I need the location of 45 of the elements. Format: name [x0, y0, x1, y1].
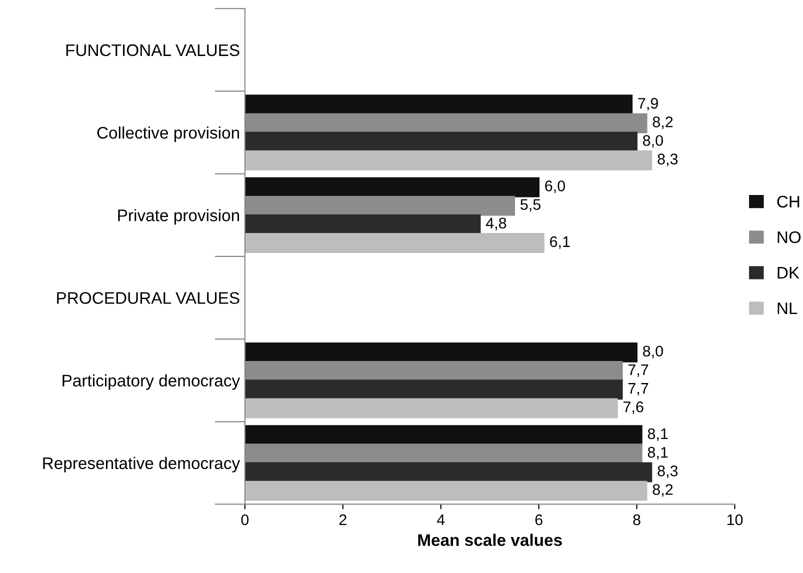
x-tick-label: 0: [241, 514, 249, 526]
data-label: 6,0: [545, 180, 566, 194]
bar: [244, 94, 633, 115]
x-tick-label: 8: [633, 514, 640, 526]
bar: [244, 425, 642, 446]
data-label: 8,2: [652, 484, 673, 497]
bar: [244, 398, 618, 418]
data-label: 8,2: [652, 116, 673, 130]
data-label: 4,8: [486, 218, 506, 230]
x-tick-label: 10: [727, 514, 743, 526]
data-label: 7,7: [628, 364, 648, 377]
x-axis-title: Mean scale values: [418, 534, 562, 546]
data-label: 8,0: [643, 135, 663, 148]
legend-label: NL: [778, 302, 798, 314]
y-tick-label: Participatory democracy: [62, 374, 240, 390]
data-label: 5,5: [520, 199, 540, 212]
bar: [244, 214, 481, 234]
legend-label: CH: [777, 196, 800, 208]
bar: [244, 233, 544, 253]
bar: [244, 462, 652, 482]
bar: [244, 177, 540, 198]
y-tick-label: Representative democracy: [43, 456, 240, 472]
y-tick-label: FUNCTIONAL VALUES: [66, 44, 240, 56]
bar: [244, 380, 623, 400]
data-label: 7,6: [624, 401, 644, 414]
data-label: 8,3: [658, 154, 678, 166]
data-label: 8,0: [643, 346, 663, 358]
bar: [244, 132, 638, 152]
bar: [244, 150, 652, 170]
data-label: 8,1: [648, 428, 668, 441]
data-label: 8,3: [658, 466, 678, 478]
y-tick-label: PROCEDURAL VALUES: [57, 292, 240, 304]
x-tick-label: 2: [339, 514, 346, 526]
data-label: 8,1: [648, 446, 668, 460]
x-tick-label: 4: [436, 514, 445, 526]
y-tick-label: Private provision: [118, 209, 239, 225]
legend-label: DK: [778, 267, 800, 278]
bar: [244, 480, 648, 501]
data-label: 7,7: [628, 383, 648, 396]
data-label: 7,9: [638, 98, 658, 111]
data-label: 6,1: [550, 236, 570, 249]
legend-label: NO: [778, 231, 801, 244]
y-tick-label: Collective provision: [97, 126, 239, 142]
bar: [244, 342, 638, 362]
x-tick-label: 6: [535, 514, 542, 526]
